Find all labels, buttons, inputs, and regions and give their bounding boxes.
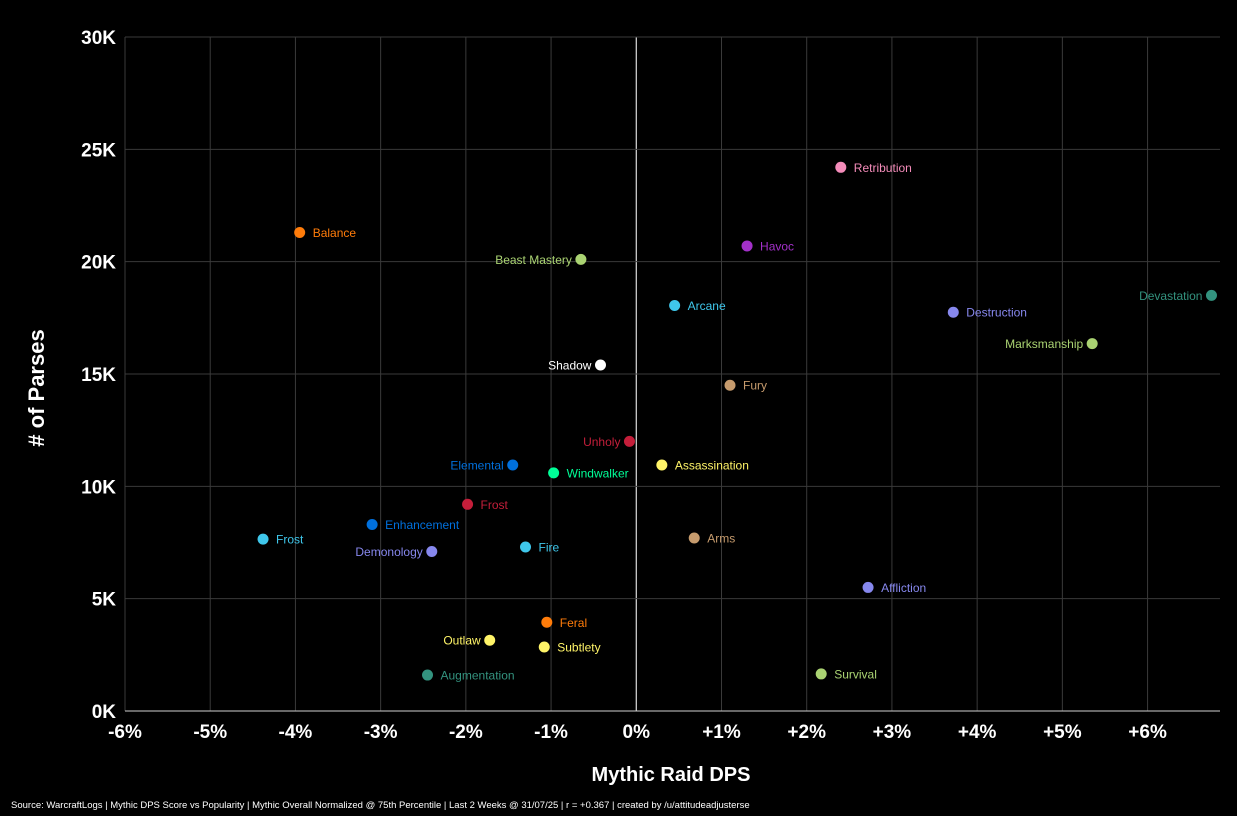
point-label: Fire (539, 540, 560, 554)
y-tick-label: 10K (81, 477, 116, 498)
data-point (462, 498, 474, 510)
x-tick-label: +2% (787, 722, 826, 743)
y-tick-label: 0K (92, 702, 117, 723)
x-tick-label: -6% (108, 722, 142, 743)
point-label: Assassination (675, 458, 749, 472)
point-label: Arms (707, 532, 735, 546)
point-label: Arcane (688, 299, 726, 313)
data-point (575, 253, 587, 265)
data-point (688, 532, 700, 544)
point-label: Fury (743, 379, 767, 393)
point-label: Outlaw (443, 634, 481, 648)
y-axis-title: # of Parses (24, 329, 49, 446)
data-point (426, 545, 438, 557)
x-tick-label: +3% (873, 722, 912, 743)
point-label: Frost (276, 533, 304, 547)
point-label: Shadow (548, 359, 592, 373)
point-label: Marksmanship (1005, 337, 1083, 351)
point-label: Beast Mastery (495, 253, 572, 267)
point-label: Augmentation (441, 669, 515, 683)
point-label: Balance (313, 226, 357, 240)
data-point (366, 519, 378, 531)
x-tick-label: +4% (958, 722, 997, 743)
data-points: Retribution Balance Havoc Beast Mastery Deva… (257, 161, 1217, 683)
data-point (947, 306, 959, 318)
point-label: Subtlety (557, 640, 600, 654)
point-label: Destruction (966, 306, 1027, 320)
x-tick-label: -4% (279, 722, 313, 743)
data-point (507, 459, 519, 471)
axis-ticks: -6% -5% -4% -3% -2% -1% 0% +1% +2% +3% +4% +5% +6% 0K… (81, 28, 1167, 743)
data-point (594, 359, 606, 371)
point-label: Windwalker (567, 466, 629, 480)
y-tick-label: 30K (81, 28, 116, 49)
data-point (520, 541, 532, 553)
point-label: Enhancement (385, 518, 460, 532)
data-point (548, 467, 560, 479)
x-tick-label: 0% (623, 722, 651, 743)
x-tick-label: +1% (702, 722, 741, 743)
x-tick-label: -1% (534, 722, 568, 743)
data-point (835, 161, 847, 173)
point-label: Survival (834, 667, 877, 681)
point-label: Demonology (355, 545, 422, 559)
data-point (484, 634, 496, 646)
y-tick-label: 20K (81, 253, 116, 274)
data-point (741, 240, 753, 252)
point-label: Affliction (881, 581, 926, 595)
x-tick-label: -5% (193, 722, 227, 743)
data-point (656, 459, 668, 471)
source-note: Source: WarcraftLogs | Mythic DPS Score … (11, 800, 750, 811)
data-point (541, 616, 553, 628)
point-label: Elemental (450, 458, 503, 472)
point-label: Feral (560, 616, 587, 630)
data-point (862, 581, 874, 593)
data-point (538, 641, 550, 653)
point-label: Retribution (854, 161, 912, 175)
data-point (422, 669, 434, 681)
data-point (257, 533, 269, 545)
y-tick-label: 25K (81, 140, 116, 161)
x-tick-label: -2% (449, 722, 483, 743)
point-label: Devastation (1139, 289, 1202, 303)
data-point (669, 299, 681, 311)
grid (124, 36, 1220, 712)
data-point (294, 226, 306, 238)
data-point (724, 379, 736, 391)
data-point (1086, 338, 1098, 350)
x-tick-label: +6% (1128, 722, 1167, 743)
point-label: Frost (481, 498, 509, 512)
x-tick-label: +5% (1043, 722, 1082, 743)
data-point (1205, 289, 1217, 301)
x-axis-title: Mythic Raid DPS (592, 764, 751, 786)
data-point (815, 668, 827, 680)
point-label: Unholy (583, 435, 620, 449)
data-point (623, 435, 635, 447)
y-tick-label: 15K (81, 365, 116, 386)
y-tick-label: 5K (92, 590, 117, 611)
x-tick-label: -3% (364, 722, 398, 743)
point-label: Havoc (760, 239, 794, 253)
